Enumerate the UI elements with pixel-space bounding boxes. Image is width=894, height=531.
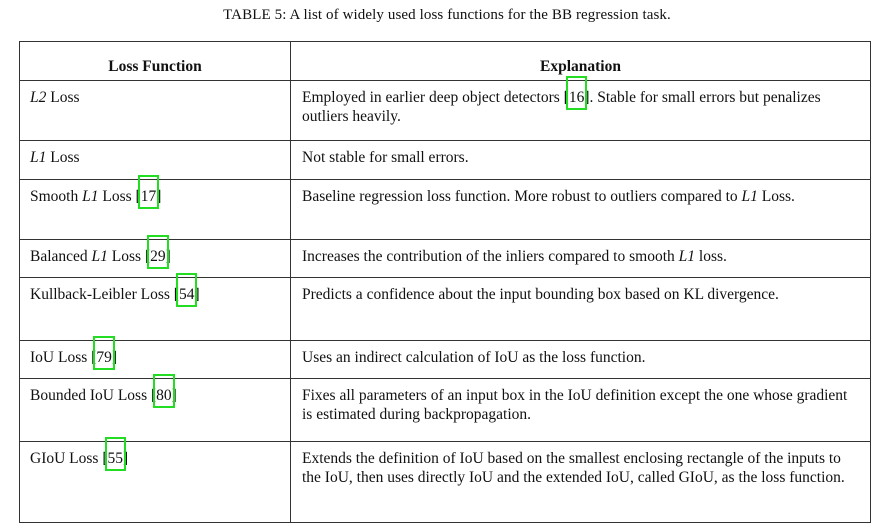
table-row: IoU Loss [79] Uses an indirect calculati… (19, 336, 871, 379)
citation-link[interactable]: 17 (137, 175, 160, 209)
header-loss-function: Loss Function (19, 41, 291, 81)
loss-name-text: Kullback-Leibler Loss [ (30, 286, 179, 303)
loss-name-text: Smooth (30, 188, 83, 205)
loss-name: IoU Loss [79] (19, 336, 291, 379)
math-symbol: L1 (741, 188, 758, 205)
explanation-text: Predicts a confidence about the input bo… (302, 286, 779, 303)
loss-name: Balanced L1 Loss [29] (19, 235, 291, 278)
citation-link[interactable]: 80 (153, 374, 175, 408)
table-row: Bounded IoU Loss [80] Fixes all paramete… (19, 374, 871, 442)
explanation-text: Extends the definition of IoU based on t… (302, 450, 845, 486)
loss-explanation: Uses an indirect calculation of IoU as t… (290, 340, 871, 379)
loss-explanation: Predicts a confidence about the input bo… (290, 277, 871, 341)
loss-explanation: Extends the definition of IoU based on t… (290, 441, 871, 523)
loss-name-text: Loss (46, 149, 80, 166)
explanation-text: Employed in earlier deep object detector… (302, 89, 569, 106)
table-row: L2 Loss Employed in earlier deep object … (19, 76, 871, 141)
math-symbol: L1 (30, 149, 47, 166)
loss-explanation: Baseline regression loss function. More … (290, 179, 871, 240)
loss-name: Kullback-Leibler Loss [54] (19, 273, 291, 341)
math-symbol: L2 (30, 89, 47, 106)
table-caption: TABLE 5: A list of widely used loss func… (223, 7, 671, 23)
loss-name: GIoU Loss [55] (19, 437, 291, 523)
citation-link[interactable]: 16 (565, 76, 588, 110)
citation-link[interactable]: 29 (147, 235, 169, 269)
explanation-text: ]. Stable for small errors but penalizes… (302, 89, 821, 125)
explanation-text: Loss. (757, 188, 795, 205)
loss-name-text: Balanced (30, 248, 92, 265)
loss-name-text: GIoU Loss [ (30, 450, 108, 467)
explanation-text: Fixes all parameters of an input box in … (302, 387, 848, 423)
loss-explanation: Increases the contribution of the inlier… (290, 239, 871, 278)
loss-name: L2 Loss (19, 80, 291, 141)
loss-name-text: Loss [ (107, 248, 151, 265)
table-row: Balanced L1 Loss [29] Increases the cont… (19, 235, 871, 278)
explanation-text: loss. (695, 248, 727, 265)
loss-name: L1 Loss (19, 140, 291, 180)
loss-name: Smooth L1 Loss [17] (19, 175, 291, 240)
table-row: Kullback-Leibler Loss [54] Predicts a co… (19, 273, 871, 341)
loss-explanation: Fixes all parameters of an input box in … (290, 378, 871, 442)
loss-name-text: Bounded IoU Loss [ (30, 387, 157, 404)
explanation-text: Baseline regression loss function. More … (302, 188, 742, 205)
loss-explanation: Employed in earlier deep object detector… (290, 76, 871, 141)
explanation-text: Increases the contribution of the inlier… (302, 248, 679, 265)
explanation-text: Uses an indirect calculation of IoU as t… (302, 349, 646, 366)
math-symbol: L1 (678, 248, 696, 265)
loss-name-text: IoU Loss [ (30, 349, 97, 366)
citation-link[interactable]: 54 (175, 273, 198, 307)
loss-name-text: Loss (46, 89, 80, 106)
loss-name: Bounded IoU Loss [80] (19, 374, 291, 442)
loss-name-text: Loss [ (98, 188, 141, 205)
header-row: Loss Function Explanation (19, 41, 871, 81)
table-row: Smooth L1 Loss [17] Baseline regression … (19, 175, 871, 240)
citation-link[interactable]: 55 (104, 437, 126, 471)
math-symbol: L1 (91, 248, 108, 265)
explanation-text: Not stable for small errors. (302, 149, 469, 166)
loss-explanation: Not stable for small errors. (290, 140, 871, 180)
loss-function-table: Loss Function Explanation L2 Loss Employ… (19, 41, 871, 523)
table-row: GIoU Loss [55] Extends the definition of… (19, 437, 871, 523)
header-explanation: Explanation (290, 41, 871, 81)
table-row: L1 Loss Not stable for small errors. (19, 140, 871, 180)
citation-link[interactable]: 79 (93, 336, 115, 370)
math-symbol: L1 (82, 188, 99, 205)
